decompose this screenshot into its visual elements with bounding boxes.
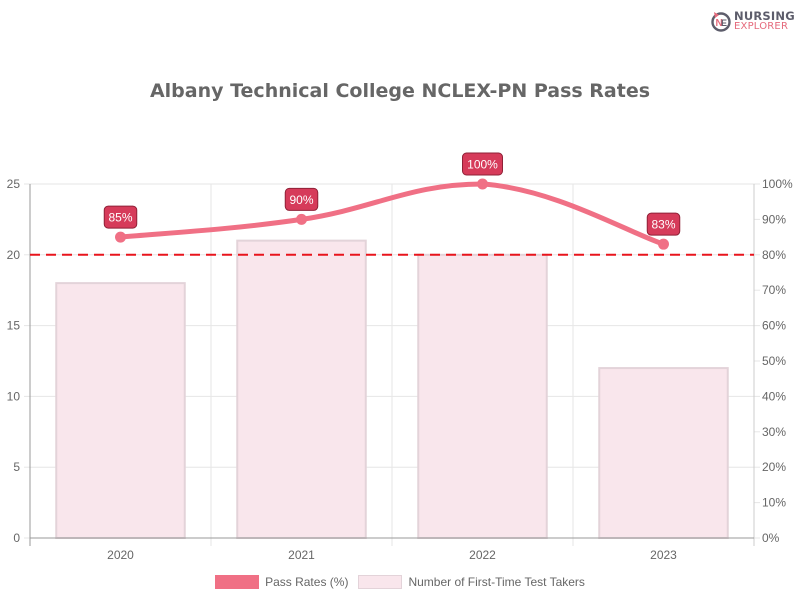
y-right-tick-label: 20% (762, 460, 786, 474)
nursing-explorer-logo: N E NURSING EXPLORER (710, 8, 796, 36)
point-label-2022: 100% (462, 152, 503, 176)
legend-item-pass-rates[interactable]: Pass Rates (%) (215, 575, 348, 589)
nursing-explorer-logo-icon: N E (711, 12, 731, 32)
point-2023 (658, 238, 669, 250)
point-label-text: 83% (651, 218, 675, 232)
point-2020 (115, 231, 126, 243)
y-left-tick-label: 15 (7, 319, 21, 333)
y-left-tick-label: 5 (13, 460, 20, 474)
point-label-2023: 83% (646, 212, 681, 236)
point-label-text: 90% (289, 193, 313, 207)
y-right-tick-label: 0% (762, 531, 780, 545)
x-tick-label: 2020 (107, 548, 134, 562)
x-tick-label: 2023 (650, 548, 677, 562)
y-left-tick-label: 20 (7, 248, 21, 262)
y-right-tick-label: 10% (762, 496, 786, 510)
point-label-2021: 90% (284, 187, 319, 211)
legend-label-pass-rates: Pass Rates (%) (265, 575, 349, 589)
legend-swatch-test-takers (358, 575, 403, 589)
chart-legend: Pass Rates (%) Number of First-Time Test… (0, 575, 800, 589)
svg-text:N: N (716, 18, 723, 29)
bar-2023 (598, 367, 729, 539)
point-label-2020: 85% (103, 205, 138, 229)
point-label-text: 100% (467, 158, 498, 172)
x-tick-label: 2022 (469, 548, 496, 562)
point-2022 (477, 178, 488, 190)
y-left-tick-label: 10 (7, 389, 21, 403)
y-left-tick-label: 25 (7, 177, 21, 191)
y-right-tick-label: 40% (762, 389, 786, 403)
point-label-bg (646, 212, 681, 236)
point-label-text: 85% (108, 211, 132, 225)
bar-2021 (236, 239, 367, 539)
point-label-bg (462, 152, 503, 176)
point-2021 (296, 213, 307, 225)
y-right-tick-label: 100% (762, 177, 793, 191)
point-label-bg (103, 205, 138, 229)
point-label-bg (284, 187, 319, 211)
svg-text:E: E (721, 18, 727, 28)
legend-swatch-pass-rates (215, 575, 260, 589)
y-right-tick-label: 50% (762, 354, 786, 368)
chart-axes: 0 5 10 15 20 25 0% 10% 20% 30% 40% 50% 60% 70% 80% 90% 1… (7, 177, 793, 562)
y-right-tick-label: 90% (762, 212, 786, 226)
y-right-tick-label: 70% (762, 283, 786, 297)
x-tick-label: 2021 (288, 548, 315, 562)
logo-text-explorer: EXPLORER (734, 21, 789, 32)
point-labels: 85% 90% 100% 83% (103, 152, 681, 236)
y-right-tick-label: 60% (762, 319, 786, 333)
chart-title: Albany Technical College NCLEX-PN Pass R… (149, 80, 651, 102)
bar-2022 (417, 253, 548, 540)
logo-text-nursing: NURSING (734, 9, 795, 23)
y-right-tick-label: 30% (762, 425, 786, 439)
legend-label-test-takers: Number of First-Time Test Takers (408, 575, 585, 589)
bar-2020 (55, 282, 186, 539)
y-left-tick-label: 0 (13, 531, 20, 545)
line-series-pass-rates (118, 181, 666, 247)
bar-series-test-takers (55, 239, 729, 540)
legend-item-test-takers[interactable]: Number of First-Time Test Takers (358, 575, 585, 589)
line-points (115, 178, 669, 250)
y-right-tick-label: 80% (762, 248, 786, 262)
